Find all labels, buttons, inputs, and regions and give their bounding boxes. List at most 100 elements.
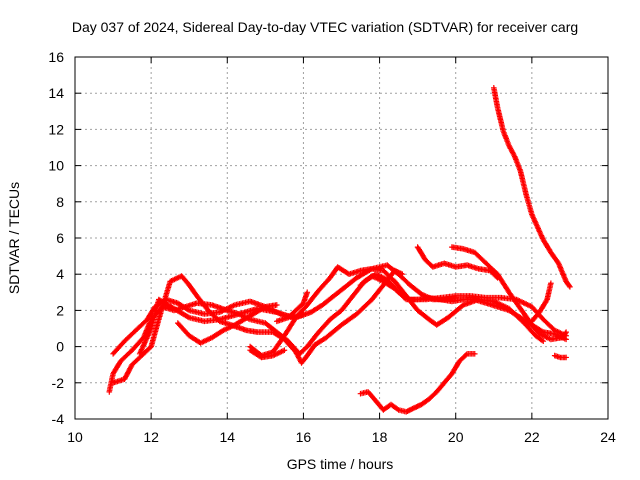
data-point-run (186, 282, 199, 298)
data-point-run (506, 307, 522, 320)
data-point-run (491, 85, 501, 109)
data-point-run (129, 335, 146, 353)
data-point (281, 347, 288, 354)
y-tick-label: 10 (48, 158, 64, 174)
data-point-run (563, 278, 572, 289)
y-tick-label: 6 (56, 230, 64, 246)
data-point-run (148, 298, 162, 332)
data-point-run (506, 289, 523, 311)
y-axis-label: SDTVAR / TECUs (6, 182, 22, 294)
data-point-run (232, 298, 252, 308)
data-point (563, 336, 569, 343)
data-point-run (327, 308, 344, 323)
series-trace-8 (274, 289, 311, 325)
data-point-run (392, 285, 408, 302)
data-point-run (315, 276, 332, 294)
y-tick-label: 14 (48, 85, 64, 101)
y-tick-label: 4 (56, 266, 64, 282)
data-point-run (449, 244, 465, 252)
data-point-run (529, 322, 542, 336)
data-point-run (407, 282, 424, 296)
data-point-run (175, 320, 191, 338)
data-point (563, 354, 569, 361)
data-point-run (117, 348, 134, 364)
data-point-run (517, 168, 529, 196)
series-trace-12 (491, 85, 573, 290)
data-point-run (414, 307, 431, 322)
y-tick-label: -2 (52, 375, 65, 391)
x-tick-label: 10 (67, 429, 83, 445)
data-point-run (418, 397, 431, 408)
data-point-run (433, 315, 450, 328)
data-point-run (529, 310, 542, 325)
series-trace-7 (247, 347, 288, 361)
x-tick-label: 24 (600, 429, 616, 445)
data-point-run (270, 334, 287, 355)
grid (75, 57, 608, 419)
data-point-run (315, 317, 332, 335)
data-point-run (247, 316, 267, 326)
data-point-run (511, 153, 523, 173)
data-point-run (540, 237, 553, 254)
series-trace-10 (414, 244, 501, 281)
data-point-run (194, 293, 211, 312)
data-point (563, 329, 569, 335)
x-tick-label: 22 (524, 429, 540, 445)
data-point-run (270, 348, 286, 359)
data-point-run (338, 312, 359, 328)
data-point-run (304, 330, 321, 350)
data-point-run (220, 322, 237, 334)
data-point-run (414, 244, 428, 262)
data-point-run (392, 278, 409, 298)
data-point-run (296, 344, 309, 357)
data-point-run (247, 304, 267, 319)
data-marks (106, 85, 573, 415)
data-point-run (171, 305, 191, 320)
data-point-run (548, 249, 561, 265)
data-point-run (304, 288, 321, 308)
series-trace-5 (175, 302, 280, 346)
data-point-run (445, 303, 465, 321)
data-point-run (178, 273, 192, 287)
data-point-run (304, 343, 317, 359)
chart-title: Day 037 of 2024, Sidereal Day-to-day VTE… (72, 19, 578, 35)
data-point-run (235, 306, 260, 317)
data-point-run (232, 313, 252, 328)
series-trace-14 (551, 352, 569, 361)
data-point-run (426, 390, 439, 402)
y-tick-label: 2 (56, 302, 64, 318)
data-point-run (464, 262, 480, 272)
data-point-run (500, 128, 512, 147)
data-point-run (369, 283, 386, 303)
data-point-run (110, 359, 123, 377)
data-point-run (365, 389, 378, 403)
series-trace-2 (110, 266, 547, 357)
data-point-run (536, 298, 550, 315)
data-point-run (254, 329, 275, 335)
data-point (471, 351, 478, 357)
data-point-run (136, 327, 154, 357)
data-point-run (456, 352, 469, 364)
x-tick-label: 16 (296, 429, 312, 445)
data-point-run (186, 307, 206, 317)
data-point-run (494, 104, 506, 133)
data-point-run (532, 332, 545, 344)
series-trace-11 (449, 244, 569, 343)
data-point-run (384, 262, 401, 277)
data-point-run (156, 296, 176, 311)
data-point-run (529, 211, 540, 229)
y-tick-label: 0 (56, 339, 64, 355)
data-point-run (441, 372, 454, 386)
data-point-run (544, 281, 554, 303)
data-point (567, 284, 573, 290)
data-point-run (209, 328, 225, 341)
x-tick-label: 18 (372, 429, 388, 445)
data-point-run (395, 271, 412, 287)
data-point-run (555, 260, 569, 283)
data-point-run (540, 316, 557, 332)
data-point-run (308, 303, 324, 315)
data-point-run (175, 300, 191, 313)
data-point-run (449, 359, 462, 377)
data-point-run (144, 305, 157, 323)
